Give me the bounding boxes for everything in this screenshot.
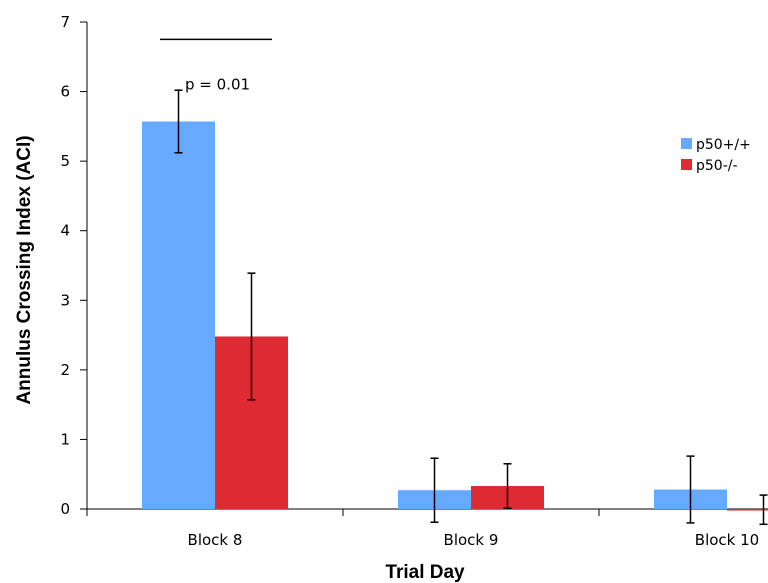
- significance-label: p = 0.01: [185, 76, 250, 94]
- y-axis-ticks: 0 1 2 3 4 5 6 7: [60, 13, 87, 518]
- legend-swatch: [681, 159, 692, 170]
- y-tick-label: 0: [60, 500, 70, 518]
- legend-swatch: [681, 138, 692, 149]
- x-tick-label: Block 10: [695, 531, 759, 549]
- x-tick-label: Block 8: [188, 531, 243, 549]
- error-bars: [174, 89, 768, 526]
- y-tick-label: 7: [60, 13, 70, 31]
- y-axis-title: Annulus Crossing Index (ACI): [14, 135, 35, 404]
- legend: p50+/+ p50-/-: [681, 137, 751, 174]
- bar: [142, 121, 215, 509]
- x-axis-title: Trial Day: [385, 562, 465, 583]
- y-tick-label: 2: [60, 361, 70, 379]
- bar: [727, 509, 768, 511]
- legend-label: p50+/+: [696, 137, 751, 153]
- bars: [142, 121, 768, 511]
- legend-label: p50-/-: [696, 158, 738, 174]
- y-tick-label: 5: [60, 152, 70, 170]
- y-tick-label: 1: [60, 430, 70, 448]
- annotations: p = 0.01: [160, 38, 272, 94]
- x-tick-label: Block 9: [444, 531, 499, 549]
- x-axis-ticks: Block 8 Block 9 Block 10: [86, 509, 759, 549]
- y-tick-label: 6: [60, 83, 70, 101]
- y-tick-label: 4: [60, 222, 70, 240]
- y-tick-label: 3: [60, 291, 70, 309]
